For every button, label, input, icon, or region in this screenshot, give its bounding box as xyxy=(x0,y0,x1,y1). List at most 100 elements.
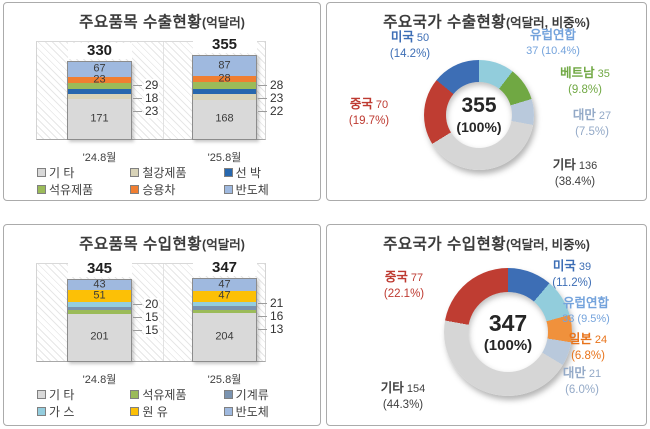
legend-row: 가 스 원 유 반도체 xyxy=(37,403,317,420)
bar-segment: 67 xyxy=(68,61,131,78)
slice-label-6: 미국 50 (14.2%) xyxy=(367,29,453,62)
legend-item: 석유제품 xyxy=(37,181,130,198)
slice-label-6: 중국 77 (22.1%) xyxy=(369,269,439,302)
bar-segment xyxy=(68,93,131,99)
callout-leader-line xyxy=(133,316,142,318)
bar-segment xyxy=(193,89,256,95)
chart-title-unit: (억달러) xyxy=(202,16,245,30)
chart-title: 주요품목 수출현황 xyxy=(79,14,203,31)
slice-label-line1: 기타 136 xyxy=(537,157,613,174)
segment-value-label: 47 xyxy=(218,278,231,291)
slice-label-line2: (6.0%) xyxy=(565,384,599,396)
slice-label-line2: (7.5%) xyxy=(575,126,609,138)
legend-item: 기 타 xyxy=(37,164,130,181)
legend-item: 기 타 xyxy=(37,386,130,403)
legend-swatch xyxy=(223,185,233,194)
slice-name: 미국 xyxy=(552,259,576,273)
slice-label-line2: (38.4%) xyxy=(554,176,596,188)
stacked-bar: 67 23 171 xyxy=(67,60,132,140)
callout-value: 15 xyxy=(144,322,160,337)
legend-swatch xyxy=(37,407,46,416)
chart-title-unit: (억달러) xyxy=(202,238,245,252)
donut-center: 347 (100%) xyxy=(468,292,548,372)
donut-center-share: (100%) xyxy=(483,336,533,354)
slice-value: 24 xyxy=(591,334,608,346)
callout-label: 29 xyxy=(133,78,160,93)
legend-label: 선 박 xyxy=(235,166,262,180)
callout-value: 13 xyxy=(269,322,285,337)
chart-title: 주요품목 수입현황 xyxy=(79,236,203,253)
bar-segment xyxy=(193,310,256,314)
legend-label: 가 스 xyxy=(49,405,75,419)
callout-label: 15 xyxy=(133,322,160,337)
slice-name: 유럽연합 xyxy=(562,296,609,310)
legend-label: 기 타 xyxy=(49,166,75,180)
slice-label-line1: 베트남 35 xyxy=(547,65,623,82)
segment-value-label: 23 xyxy=(93,73,106,86)
segment-value-label: 204 xyxy=(215,330,234,343)
export-items-title: 주요품목 수출현황(억달러) xyxy=(4,10,320,32)
callout-label: 21 xyxy=(258,296,285,311)
slice-label-line1: 대만 27 xyxy=(559,107,625,124)
callout-leader-line xyxy=(258,329,267,331)
chart-title: 주요국가 수입현황 xyxy=(383,236,506,253)
slice-label-line2: (6.8%) xyxy=(571,350,605,362)
bar-segment: 51 xyxy=(68,290,131,303)
legend-swatch xyxy=(130,407,140,416)
legend-row: 기 타 석유제품 기계류 xyxy=(37,386,317,403)
chart-title-unit: (억달러, 비중%) xyxy=(506,238,590,252)
legend-item: 승용차 xyxy=(130,181,223,198)
bar-segment: 204 xyxy=(193,313,256,361)
callout-label: 20 xyxy=(133,297,160,311)
bar-segment xyxy=(193,82,256,90)
callout-value: 22 xyxy=(269,104,285,118)
slice-name: 유럽연합 xyxy=(529,28,576,42)
legend-label: 기 타 xyxy=(49,388,75,402)
bar-segment: 87 xyxy=(193,55,256,76)
slice-label-5: 중국 70 (19.7%) xyxy=(333,96,405,129)
slice-label-line2: (22.1%) xyxy=(383,288,425,300)
slice-name: 대만 xyxy=(572,108,596,122)
category-gridline xyxy=(163,42,164,139)
bar-total-label: 347 xyxy=(192,260,257,277)
legend-row: 석유제품 승용차 반도체 xyxy=(37,181,317,198)
slice-name: 대만 xyxy=(562,366,586,380)
slice-value: 33 (9.5%) xyxy=(562,313,610,325)
slice-name: 일본 xyxy=(568,332,592,346)
export-items-panel: 주요품목 수출현황(억달러) 67 23 171 330'24.8월 29 18 23 87 2… xyxy=(3,2,321,201)
bar-segment: 23 xyxy=(68,73,131,86)
callout-value: 21 xyxy=(269,296,285,311)
bar-segment xyxy=(68,82,131,90)
slice-label-line1: 중국 70 xyxy=(333,96,405,113)
callout-value: 23 xyxy=(144,104,160,119)
bar-segment xyxy=(68,89,131,94)
callout-leader-line xyxy=(258,111,267,112)
segment-value-label: 43 xyxy=(93,278,106,291)
legend-swatch xyxy=(130,168,140,177)
slice-label-line2: (19.7%) xyxy=(348,115,390,127)
bar-total-label: 330 xyxy=(67,42,132,59)
callout-label: 28 xyxy=(258,79,285,92)
callout-label: 16 xyxy=(258,310,285,324)
legend-label: 승용차 xyxy=(142,183,176,197)
callout-value: 29 xyxy=(144,78,160,93)
slice-label-line1: 미국 39 xyxy=(541,258,603,275)
callout-label: 22 xyxy=(258,104,285,118)
legend-item: 원 유 xyxy=(130,403,223,420)
slice-value: 70 xyxy=(372,99,389,111)
callout-leader-line xyxy=(133,329,142,331)
bar-segment xyxy=(68,302,131,307)
bar-segment: 201 xyxy=(68,313,131,361)
donut-center-total: 347 xyxy=(488,309,528,336)
slice-label-1: 미국 39 (11.2%) xyxy=(541,258,603,291)
segment-value-label: 67 xyxy=(93,62,106,75)
legend-swatch xyxy=(130,185,140,194)
slice-name: 기타 xyxy=(380,381,404,395)
chart-legend: 기 타 석유제품 기계류 가 스 원 유 반도체 xyxy=(37,386,317,420)
import-countries-title: 주요국가 수입현황(억달러, 비중%) xyxy=(327,232,646,254)
slice-label-4: 기타 136 (38.4%) xyxy=(537,157,613,190)
slice-label-line2: (14.2%) xyxy=(389,48,431,60)
import-countries-panel: 주요국가 수입현황(억달러, 비중%) 347 (100%) 미국 39 (11.… xyxy=(326,224,647,426)
donut-center-total: 355 xyxy=(461,94,497,117)
donut-center-share: (100%) xyxy=(456,119,502,135)
